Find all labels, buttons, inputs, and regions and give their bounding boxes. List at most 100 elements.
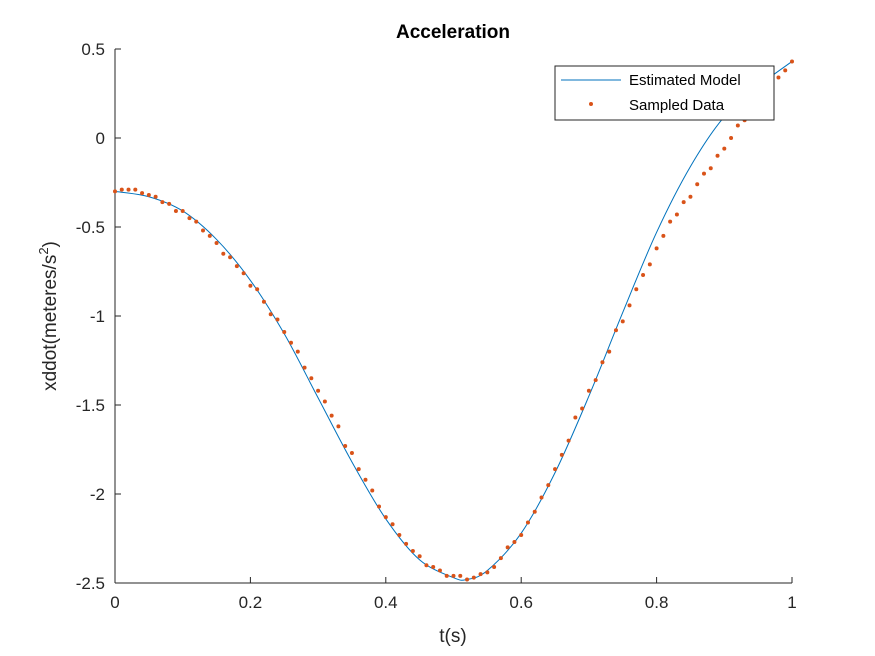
sampled-data-point [261, 299, 266, 304]
sampled-data-point [336, 424, 341, 429]
sampled-data-point [167, 201, 172, 206]
sampled-data-point [377, 504, 382, 509]
y-axis-label-superscript: 2 [36, 247, 51, 254]
sampled-data-point [586, 388, 591, 393]
sampled-data-point [776, 75, 781, 80]
sampled-data-point [620, 319, 625, 324]
sampled-data-point [593, 378, 598, 383]
sampled-data-point [546, 483, 551, 488]
sampled-data-point [783, 68, 788, 73]
sampled-data-point [214, 241, 219, 246]
x-tick-label: 0.4 [374, 593, 398, 612]
sampled-data-point [465, 577, 470, 582]
sampled-data-point [126, 187, 131, 192]
sampled-data-point [573, 415, 578, 420]
sampled-data-point [688, 194, 693, 199]
sampled-data-point [641, 273, 646, 278]
sampled-data-point [404, 541, 409, 546]
sampled-data-point [654, 246, 659, 251]
sampled-data-point [471, 575, 476, 580]
sampled-data-point [627, 303, 632, 308]
legend: Estimated Model Sampled Data [554, 65, 775, 121]
sampled-data-point [708, 166, 713, 171]
sampled-data-point [255, 287, 260, 292]
sampled-data-point [715, 153, 720, 158]
sampled-data-point [695, 182, 700, 187]
sampled-data-point [451, 573, 456, 578]
sampled-data-point [512, 540, 517, 545]
sampled-data-point [492, 564, 497, 569]
y-tick-label: -1.5 [76, 396, 105, 415]
sampled-data-point [356, 467, 361, 472]
x-axis-label: t(s) [439, 626, 466, 647]
sampled-data-point [248, 283, 253, 288]
y-tick-label: 0.5 [81, 40, 105, 59]
x-tick-label: 0.6 [509, 593, 533, 612]
sampled-data-point [363, 477, 368, 482]
sampled-data-point [613, 328, 618, 333]
sampled-data-point [370, 488, 375, 493]
sampled-data-point [349, 451, 354, 456]
sampled-data-point [478, 572, 483, 577]
sampled-data-point [207, 233, 212, 238]
sampled-data-point [390, 522, 395, 527]
y-tick-label: 0 [96, 129, 105, 148]
sampled-data-point [580, 406, 585, 411]
sampled-data-point [729, 136, 734, 140]
sampled-data-point [173, 208, 178, 213]
sampled-data-point [735, 123, 740, 128]
sampled-data-point [153, 194, 158, 199]
sampled-data-point [566, 438, 571, 443]
y-axis-label-main: xddot(meteres/s [40, 255, 61, 391]
series-line-estimated-model [114, 61, 793, 581]
sampled-data-point [437, 568, 442, 573]
sampled-data-point [431, 564, 436, 569]
sampled-data-point [146, 192, 151, 197]
sampled-data-point [187, 216, 192, 221]
sampled-data-point [532, 509, 537, 514]
x-tick-label: 1 [787, 593, 796, 612]
chart-title: Acceleration [396, 22, 510, 43]
sampled-data-point [329, 413, 334, 418]
sampled-data-point [553, 467, 558, 472]
sampled-data-point [113, 189, 117, 194]
ticks-layer: 0 0.2 0.4 0.6 0.8 1 -2.5 -2 -1.5 -1 -0.5 0 0.5 [76, 40, 797, 612]
sampled-data-point [661, 233, 666, 238]
sampled-data-point [607, 349, 612, 354]
sampled-data-point [519, 532, 524, 537]
sampled-data-point [674, 212, 679, 217]
y-axis-label: xddot(meteres/s2) [36, 241, 61, 391]
sampled-data-point [485, 570, 490, 575]
sampled-data-point [302, 365, 307, 370]
x-tick-label: 0.2 [239, 593, 263, 612]
sampled-data-point [397, 532, 402, 537]
sampled-data-point [505, 545, 510, 550]
sampled-data-point [234, 264, 239, 269]
y-axis-label-close: ) [40, 241, 61, 247]
sampled-data-point [228, 255, 233, 260]
legend-dot-swatch [589, 102, 593, 106]
legend-box [554, 65, 775, 121]
sampled-data-point [309, 376, 314, 381]
sampled-data-point [498, 556, 503, 561]
sampled-data-point [383, 515, 388, 520]
sampled-data-point [241, 271, 246, 276]
sampled-data-point [275, 317, 280, 322]
sampled-data-point [790, 59, 794, 64]
sampled-data-point [268, 312, 273, 317]
sampled-data-point [201, 228, 206, 233]
sampled-data-point [539, 495, 544, 500]
sampled-data-point [343, 443, 348, 448]
sampled-data-point [295, 349, 300, 354]
sampled-data-point [444, 573, 449, 578]
sampled-data-point [634, 287, 639, 292]
sampled-data-point [221, 251, 226, 256]
series-layer [113, 59, 794, 582]
sampled-data-point [282, 330, 287, 335]
sampled-data-point [140, 191, 145, 196]
y-tick-label: -2.5 [76, 574, 105, 593]
legend-label-sampled-data: Sampled Data [629, 97, 725, 114]
sampled-data-point [180, 208, 185, 213]
sampled-data-point [647, 262, 652, 267]
